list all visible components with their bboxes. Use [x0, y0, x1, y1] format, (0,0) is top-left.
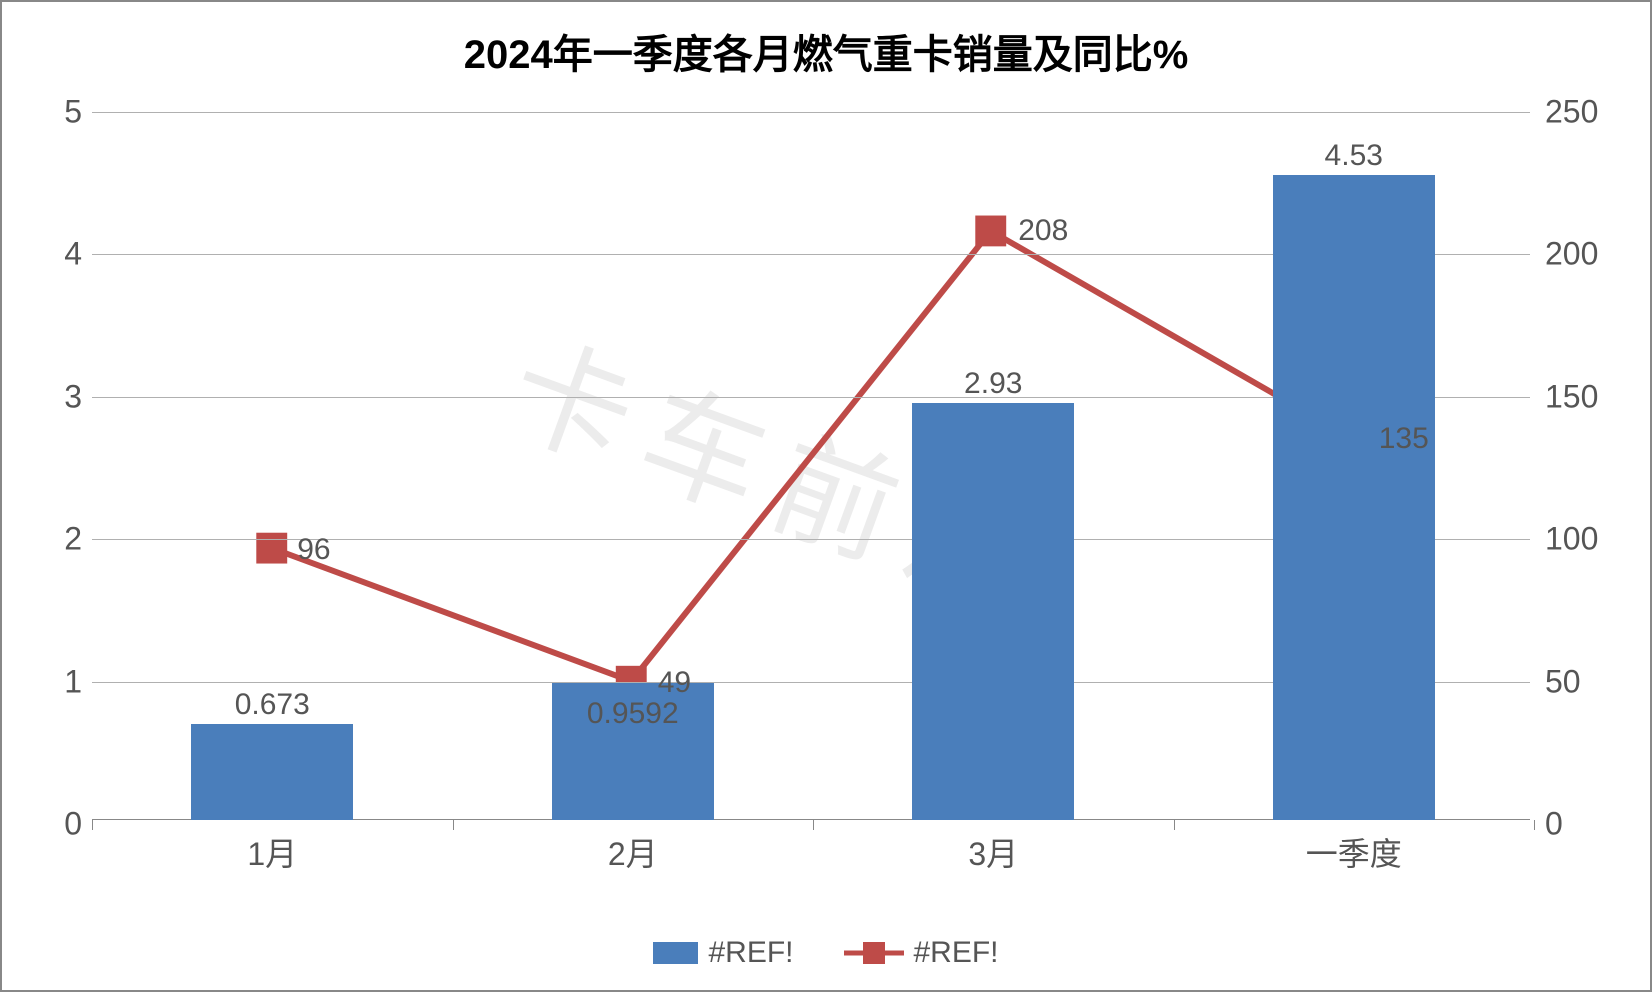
bar-data-label: 2.93 — [964, 367, 1022, 401]
chart-title: 2024年一季度各月燃气重卡销量及同比% — [2, 2, 1650, 90]
bar — [912, 403, 1074, 820]
legend-line-swatch-marker — [863, 942, 885, 964]
x-category-label: 3月 — [968, 829, 1018, 875]
line-marker — [976, 216, 1006, 246]
x-tick — [453, 820, 454, 830]
y-right-tick-label: 200 — [1545, 236, 1625, 273]
line-data-label: 49 — [658, 666, 691, 700]
y-left-tick-label: 5 — [22, 94, 82, 131]
bar — [1273, 175, 1435, 820]
y-right-tick-label: 250 — [1545, 94, 1625, 131]
y-left-tick-label: 1 — [22, 663, 82, 700]
bar-data-label: 0.673 — [235, 688, 310, 722]
bar-data-label: 0.9592 — [587, 697, 679, 731]
y-left-tick-label: 3 — [22, 378, 82, 415]
y-left-tick-label: 4 — [22, 236, 82, 273]
line-marker — [257, 533, 287, 563]
x-tick — [1174, 820, 1175, 830]
line-data-label: 208 — [1018, 214, 1068, 248]
legend-bar-swatch — [653, 942, 698, 964]
legend-bar-label: #REF! — [708, 936, 793, 970]
plot-area: 0015021003150420052501月0.6732月0.95923月2.… — [92, 112, 1530, 820]
y-right-tick-label: 100 — [1545, 521, 1625, 558]
legend-line-label: #REF! — [914, 936, 999, 970]
line-data-label: 96 — [297, 533, 330, 567]
bar — [191, 724, 353, 820]
y-left-tick-label: 2 — [22, 521, 82, 558]
line-data-label: 135 — [1379, 422, 1429, 456]
legend: #REF! #REF! — [2, 936, 1650, 970]
y-left-tick-label: 0 — [22, 806, 82, 843]
x-tick — [813, 820, 814, 830]
chart-container: 2024年一季度各月燃气重卡销量及同比% 卡车前沿 00150210031504… — [0, 0, 1652, 992]
x-category-label: 2月 — [608, 829, 658, 875]
y-right-tick-label: 50 — [1545, 663, 1625, 700]
grid-line — [92, 112, 1530, 113]
x-category-label: 1月 — [247, 829, 297, 875]
x-tick — [92, 820, 93, 830]
x-category-label: 一季度 — [1306, 829, 1402, 875]
y-right-tick-label: 0 — [1545, 806, 1625, 843]
bar-data-label: 4.53 — [1325, 139, 1383, 173]
x-tick — [1534, 820, 1535, 830]
legend-item-bar: #REF! — [653, 936, 793, 970]
legend-line-swatch — [844, 941, 904, 965]
y-right-tick-label: 150 — [1545, 378, 1625, 415]
legend-item-line: #REF! — [844, 936, 999, 970]
line-path — [272, 231, 1351, 681]
